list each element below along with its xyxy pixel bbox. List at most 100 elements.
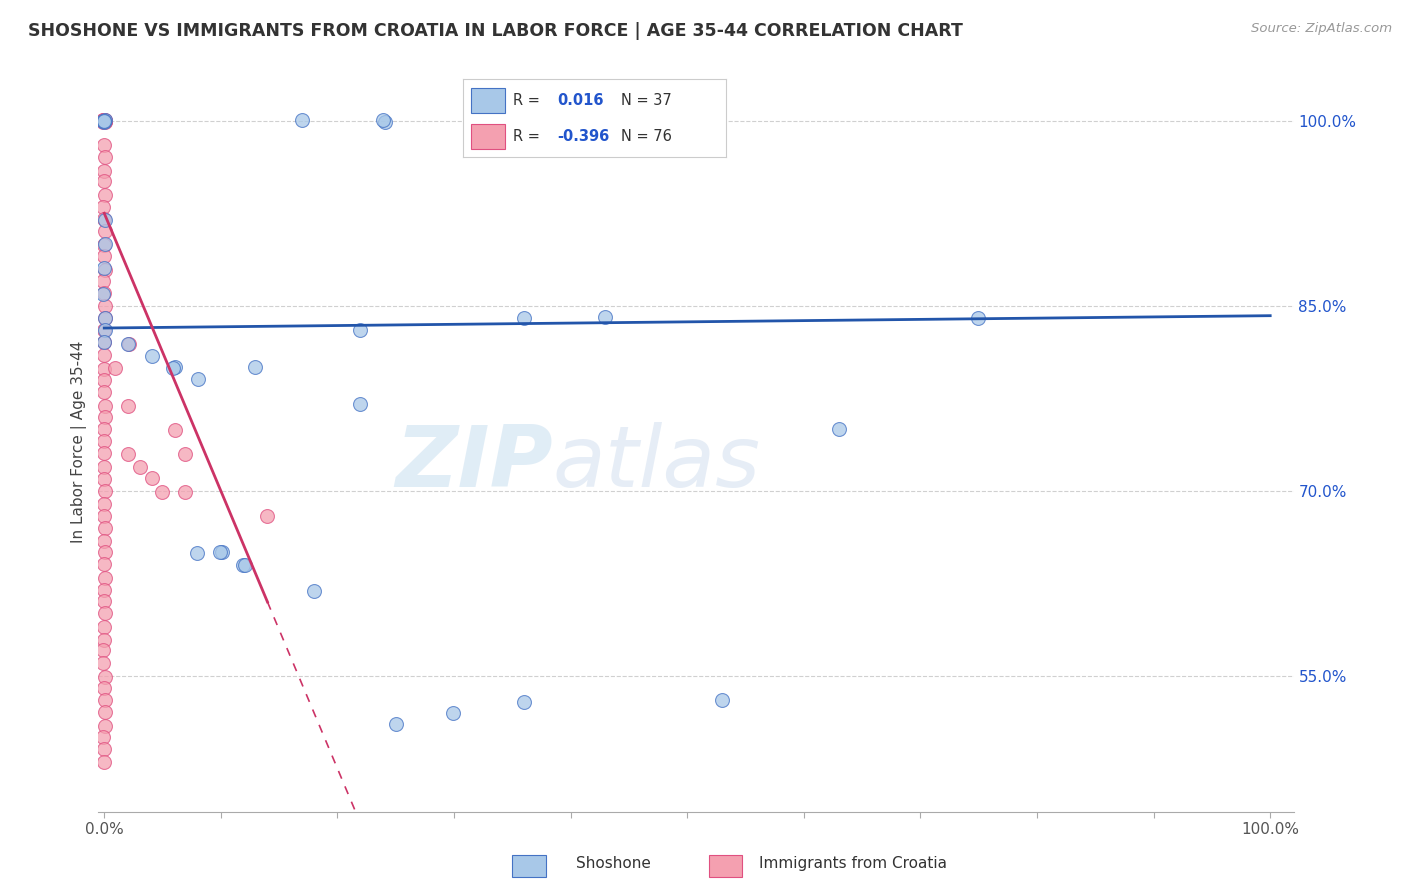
Point	[93, 557, 115, 571]
Point	[93, 497, 115, 511]
Text: atlas: atlas	[553, 422, 761, 505]
Point	[512, 310, 534, 325]
Point	[91, 731, 114, 745]
Point	[93, 249, 115, 263]
Point	[91, 200, 114, 214]
Point	[117, 447, 139, 461]
Point	[91, 286, 114, 301]
Point	[93, 509, 115, 524]
Point	[93, 113, 115, 128]
Point	[233, 558, 256, 572]
Point	[93, 114, 115, 128]
Point	[93, 632, 115, 647]
Point	[104, 361, 127, 376]
Point	[93, 472, 115, 486]
Text: Immigrants from Croatia: Immigrants from Croatia	[759, 856, 948, 871]
Point	[93, 137, 115, 152]
Point	[93, 113, 115, 128]
Point	[711, 693, 734, 707]
Point	[174, 485, 197, 500]
Point	[93, 385, 115, 400]
Point	[129, 459, 152, 474]
Point	[374, 114, 396, 128]
Point	[93, 335, 115, 350]
Point	[385, 717, 408, 731]
Point	[349, 397, 371, 411]
Point	[93, 113, 115, 128]
Point	[93, 347, 115, 361]
Text: ZIP: ZIP	[395, 422, 553, 505]
Point	[187, 372, 209, 386]
Point	[93, 112, 115, 127]
Point	[94, 263, 117, 277]
Point	[93, 620, 115, 634]
Point	[94, 150, 117, 164]
Point	[93, 114, 115, 128]
Point	[165, 359, 187, 374]
Point	[291, 113, 314, 128]
Point	[93, 112, 115, 127]
Point	[209, 544, 232, 558]
Point	[94, 237, 117, 252]
Point	[94, 521, 117, 535]
Point	[162, 361, 184, 376]
Point	[94, 114, 117, 128]
Point	[93, 114, 115, 128]
Point	[93, 310, 115, 325]
Point	[152, 485, 174, 500]
Point	[94, 399, 117, 413]
Point	[93, 446, 115, 460]
Point	[93, 113, 115, 128]
Point	[93, 594, 115, 608]
Point	[94, 571, 117, 585]
Point	[91, 643, 114, 657]
Point	[232, 558, 254, 573]
Point	[117, 399, 139, 413]
Point	[94, 299, 117, 313]
Point	[93, 334, 115, 349]
Point	[93, 719, 115, 733]
Point	[93, 742, 115, 756]
Point	[93, 164, 115, 178]
Point	[371, 112, 394, 127]
Text: Shoshone: Shoshone	[576, 856, 651, 871]
Point	[91, 656, 114, 670]
Point	[93, 113, 115, 128]
Point	[93, 260, 115, 275]
Point	[93, 483, 115, 498]
Point	[828, 422, 851, 436]
Point	[93, 114, 115, 128]
Point	[93, 606, 115, 620]
Point	[94, 409, 117, 424]
Point	[349, 323, 371, 337]
Point	[93, 238, 115, 252]
Point	[117, 336, 139, 351]
Point	[93, 275, 115, 289]
Point	[302, 583, 325, 598]
Point	[211, 545, 233, 559]
Point	[93, 582, 115, 597]
Point	[94, 114, 117, 128]
Point	[245, 360, 267, 375]
Point	[93, 460, 115, 475]
Text: SHOSHONE VS IMMIGRANTS FROM CROATIA IN LABOR FORCE | AGE 35-44 CORRELATION CHART: SHOSHONE VS IMMIGRANTS FROM CROATIA IN L…	[28, 22, 963, 40]
Point	[94, 213, 117, 227]
Point	[186, 546, 208, 560]
Point	[513, 695, 536, 709]
Point	[593, 310, 616, 324]
Point	[93, 174, 115, 188]
Point	[93, 361, 115, 376]
Point	[94, 114, 117, 128]
Point	[93, 756, 115, 770]
Point	[91, 113, 114, 128]
Point	[163, 424, 186, 438]
Point	[141, 349, 163, 363]
Point	[118, 337, 141, 351]
Point	[93, 422, 115, 436]
Point	[94, 188, 117, 202]
Point	[93, 114, 115, 128]
Y-axis label: In Labor Force | Age 35-44: In Labor Force | Age 35-44	[72, 341, 87, 542]
Point	[91, 114, 114, 128]
Point	[141, 471, 163, 485]
Point	[93, 670, 115, 684]
